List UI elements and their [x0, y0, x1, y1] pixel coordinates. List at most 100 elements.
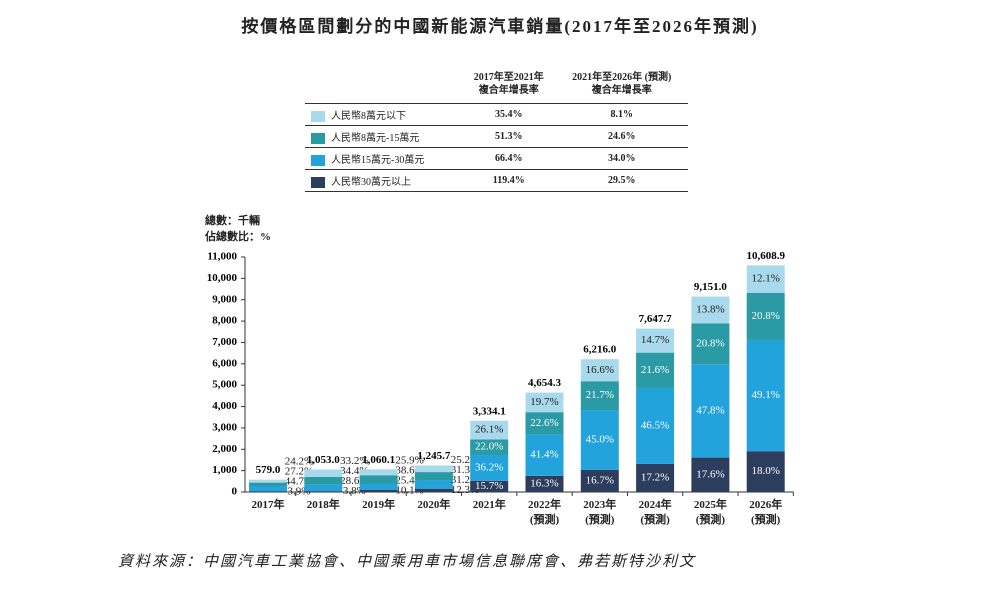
bar-segment [746, 265, 785, 293]
x-tick-label: 2025年 (預測) [693, 499, 727, 526]
bar-segment [304, 491, 343, 492]
table-cell: 29.5% [608, 175, 636, 186]
bar-segment [636, 352, 675, 388]
segment-label: 26.1% [475, 424, 503, 436]
total-label: 1,245.7 [417, 450, 451, 462]
chart-title: 按價格區間劃分的中國新能源汽車銷量(2017年至2026年預測) [241, 17, 759, 36]
bar-segment [580, 469, 619, 492]
segment-label: 17.2% [641, 471, 669, 483]
bar-segment [414, 465, 453, 473]
segment-label: 24.2% [285, 455, 313, 467]
total-label: 579.0 [256, 464, 281, 476]
segment-label: 36.2% [475, 461, 503, 473]
row-label: 人民幣8萬元以下 [305, 104, 462, 126]
row-label: 人民幣30萬元以上 [305, 170, 462, 192]
total-label: 3,334.1 [473, 405, 506, 417]
segment-label: 13.8% [696, 304, 724, 316]
table-row: 人民幣30萬元以上 119.4% 29.5% [305, 170, 688, 192]
legend-swatch [311, 155, 325, 167]
bar-segment [249, 485, 287, 492]
segment-label: 16.6% [586, 364, 614, 376]
y-axis-label: 總數：千輛 [205, 215, 260, 227]
table-row: 人民幣8萬元以下 35.4% 8.1% [305, 104, 688, 126]
header-cell: 2021年至2026年 (預測) 複合年增長率 [572, 72, 672, 96]
bar-segment [746, 339, 785, 452]
bar-segment [304, 469, 343, 477]
legend-swatch [311, 133, 325, 145]
bar-segment [580, 410, 619, 470]
y-tick-label: 6,000 [212, 357, 237, 369]
x-tick-label: 2017年 [251, 499, 285, 511]
x-tick-label: 2020年 [417, 499, 451, 511]
segment-label: 21.7% [586, 389, 614, 401]
table-cell: 34.0% [608, 153, 636, 164]
segment-label: 49.1% [751, 389, 779, 401]
bar-segment [691, 364, 730, 458]
bar-segment [636, 328, 675, 353]
bar-segment [414, 480, 453, 489]
y-tick-label: 0 [232, 486, 238, 498]
y-tick-label: 2,000 [212, 443, 237, 455]
y-tick-label: 4,000 [212, 400, 237, 412]
bar-segment [470, 439, 509, 456]
bar-segment [525, 412, 564, 435]
x-tick-label: 2018年 [306, 499, 340, 511]
total-label: 7,647.7 [639, 313, 673, 325]
segment-label: 33.2% [340, 455, 368, 467]
x-tick-label: 2019年 [362, 499, 396, 511]
bar-segment [580, 381, 619, 411]
legend-swatch [311, 177, 325, 189]
total-label: 1,053.0 [307, 454, 341, 466]
table-cell: 66.4% [495, 153, 523, 164]
table-cell: 35.4% [495, 109, 523, 120]
y-tick-label: 3,000 [212, 421, 237, 433]
x-tick-label: 2023年 (預測) [583, 499, 617, 526]
row-label: 人民幣15萬元-30萬元 [305, 148, 462, 170]
table-cell: 24.6% [608, 131, 636, 142]
bar-segment [580, 359, 619, 382]
segment-label: 17.6% [696, 468, 724, 480]
bar-segment [414, 472, 453, 481]
legend-label: 人民幣8萬元-15萬元 [331, 132, 420, 144]
x-tick-label: 2024年 (預測) [638, 499, 672, 526]
segment-label: 16.3% [530, 477, 558, 489]
table-row: 人民幣15萬元-30萬元 66.4% 34.0% [305, 148, 688, 170]
segment-label: 22.0% [475, 441, 503, 453]
bar-segment [249, 479, 287, 483]
y-tick-label: 9,000 [212, 293, 237, 305]
total-label: 4,654.3 [528, 377, 562, 389]
segment-label: 20.8% [751, 310, 779, 322]
cagr-table: 2017年至2021年 複合年增長率 2021年至2026年 (預測) 複合年增… [305, 68, 688, 192]
bar-segment [691, 296, 730, 324]
legend-label: 人民幣8萬元以下 [331, 110, 406, 122]
table-header: 2017年至2021年 複合年增長率 2021年至2026年 (預測) 複合年增… [305, 68, 688, 104]
bar-segment [359, 475, 398, 484]
source-note: 資料來源：中國汽車工業協會、中國乘用車市場信息聯席會、弗若斯特沙利文 [118, 554, 697, 570]
y-tick-label: 11,000 [207, 251, 237, 263]
segment-label: 47.8% [696, 404, 724, 416]
bar-segment [304, 484, 343, 492]
bar-segment [525, 475, 564, 492]
segment-label: 20.8% [696, 337, 724, 349]
table-cell: 51.3% [495, 131, 523, 142]
x-tick-label: 2026年 (預測) [749, 499, 783, 526]
total-label: 10,608.9 [746, 250, 785, 262]
total-label: 6,216.0 [583, 344, 617, 356]
segment-label: 46.5% [641, 419, 669, 431]
bar-segment [525, 392, 564, 413]
table-cell: 119.4% [492, 175, 525, 186]
y-axis-label: 佔總數比：% [205, 231, 271, 243]
y-tick-label: 5,000 [212, 379, 237, 391]
bar-segment [359, 469, 398, 476]
y-tick-label: 10,000 [207, 272, 238, 284]
segment-label: 18.0% [751, 465, 779, 477]
segment-label: 19.7% [530, 396, 558, 408]
segment-label: 25.9% [395, 454, 423, 466]
segment-label: 45.0% [586, 433, 614, 445]
x-tick-label: 2022年 (預測) [528, 499, 561, 526]
y-tick-label: 1,000 [212, 464, 237, 476]
bar-segment [470, 420, 509, 440]
total-label: 9,151.0 [694, 281, 728, 293]
